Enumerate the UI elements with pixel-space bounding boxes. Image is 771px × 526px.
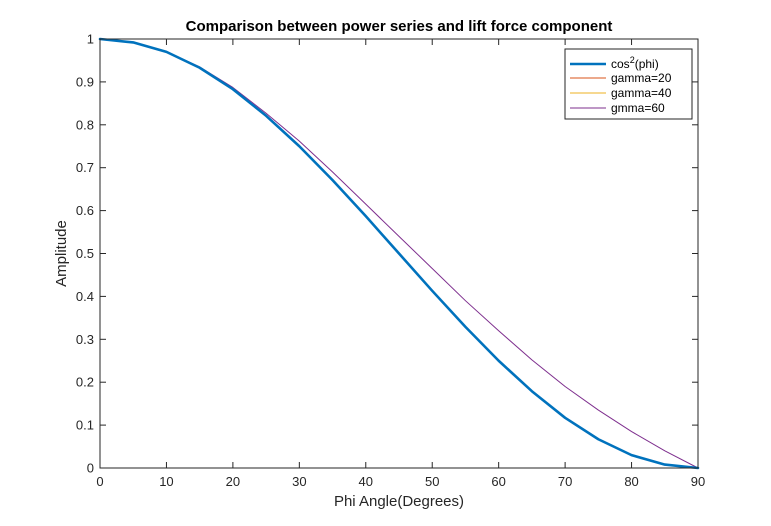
- y-tick-label: 0.9: [76, 74, 94, 89]
- legend-label-text: gamma=20: [611, 71, 672, 85]
- y-tick-label: 0.2: [76, 375, 94, 390]
- series-line-1: [98, 37, 700, 470]
- series-layer: [98, 37, 700, 470]
- legend-label-superscript: 2: [630, 55, 635, 65]
- chart-title: Comparison between power series and lift…: [186, 18, 613, 35]
- x-tick-label: 40: [359, 474, 373, 489]
- legend-label-text: gmma=60: [611, 101, 665, 115]
- legend-label-text: cos: [611, 57, 630, 71]
- y-axis: 0 0.1 0.2 0.3 0.4 0.5 0.6 0.7 0.8 0.9 1: [76, 32, 698, 476]
- y-axis-label: Amplitude: [53, 220, 70, 287]
- legend-label-2: gamma=20: [611, 71, 672, 85]
- legend-label-3: gamma=40: [611, 86, 672, 100]
- x-tick-label: 90: [691, 474, 705, 489]
- x-axis-label: Phi Angle(Degrees): [334, 493, 464, 510]
- y-tick-label: 0: [87, 461, 94, 476]
- y-tick-label: 0.8: [76, 117, 94, 132]
- y-tick-label: 0.1: [76, 418, 94, 433]
- legend-label-text: gamma=40: [611, 86, 672, 100]
- x-axis: 0 10 20 30 40 50 60 70 80 90: [96, 39, 705, 489]
- y-tick-label: 0.3: [76, 332, 94, 347]
- legend-label-4: gmma=60: [611, 101, 665, 115]
- x-tick-label: 60: [491, 474, 505, 489]
- y-tick-label: 0.6: [76, 203, 94, 218]
- legend-box: [564, 48, 693, 120]
- y-tick-label: 1: [87, 32, 94, 47]
- x-tick-label: 50: [425, 474, 439, 489]
- x-tick-label: 70: [558, 474, 572, 489]
- legend-label-1: cos2(phi): [611, 55, 659, 71]
- x-tick-label: 10: [159, 474, 173, 489]
- legend-label-suffix: (phi): [635, 57, 659, 71]
- x-tick-label: 80: [624, 474, 638, 489]
- y-tick-label: 0.7: [76, 160, 94, 175]
- x-tick-label: 30: [292, 474, 306, 489]
- x-tick-label: 0: [96, 474, 103, 489]
- y-tick-label: 0.5: [76, 246, 94, 261]
- y-tick-label: 0.4: [76, 289, 94, 304]
- x-tick-label: 20: [226, 474, 240, 489]
